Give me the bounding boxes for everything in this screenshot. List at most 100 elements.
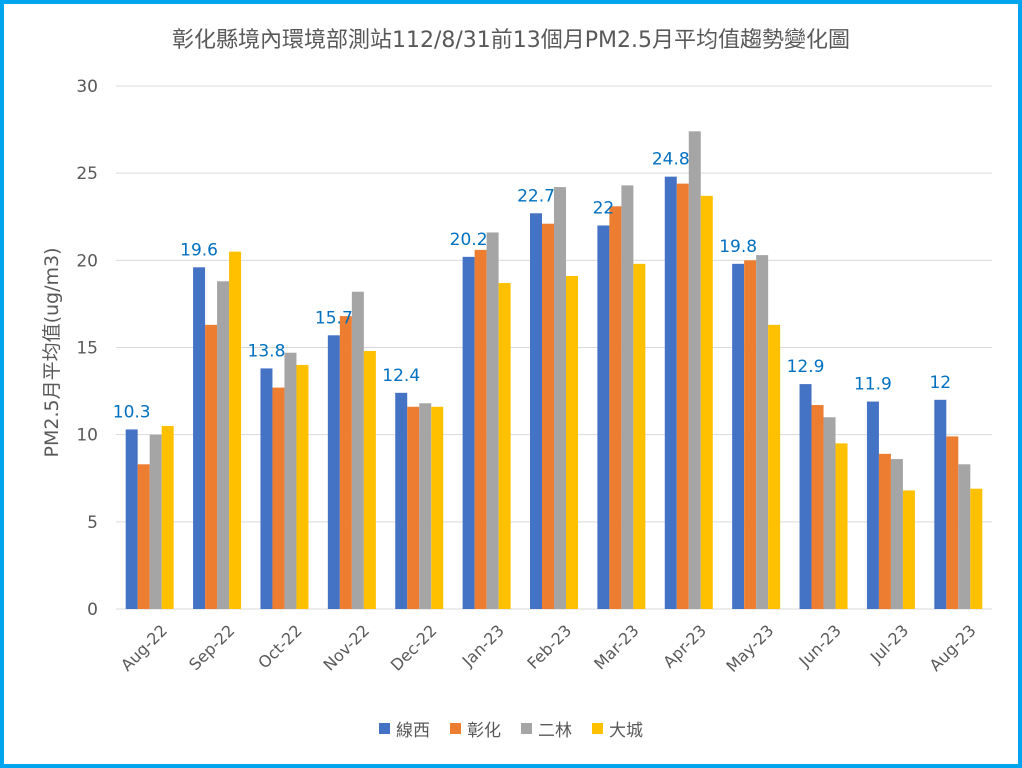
x-tick-label: Aug-22 [117,621,171,675]
bar [296,364,309,609]
bar [149,434,162,609]
bar [946,436,959,609]
bar [125,429,138,609]
bar [823,417,836,609]
x-tick-label: Feb-23 [523,621,575,673]
x-tick-label: Sep-22 [185,621,238,674]
bar [327,335,340,609]
bar [676,183,689,610]
data-label: 15.7 [315,308,353,328]
bars [125,131,983,610]
bar [407,406,420,609]
y-tick-label: 20 [76,251,98,271]
bar [419,403,432,609]
legend-swatch [379,723,390,734]
bar [431,406,444,609]
bar [542,223,554,609]
bar [205,324,218,609]
x-tick-label: Jan-23 [458,621,508,671]
legend-swatch [592,723,603,734]
x-tick-label: Aug-23 [926,621,980,675]
y-axis-ticks: 0 5 10 15 20 25 30 [76,77,98,620]
bar [902,490,915,609]
bar [462,256,475,609]
bar [363,350,376,609]
bar [351,291,364,609]
bar [835,443,848,609]
legend: 線西 彰化 二林 大城 [0,716,1022,741]
legend-item: 二林 [521,716,572,741]
x-tick-label: Jun-23 [795,621,845,671]
data-label: 19.6 [180,240,218,260]
bar [866,401,879,609]
legend-item: 彰化 [450,716,501,741]
data-label: 13.8 [248,341,286,361]
legend-label: 彰化 [467,721,501,741]
bar [566,276,578,609]
bar [260,368,273,609]
data-label: 20.2 [450,230,488,250]
bar [474,249,487,609]
data-label: 12.9 [787,357,825,377]
bar [934,399,947,609]
legend-item: 線西 [379,716,430,741]
x-tick-label: Dec-22 [387,621,441,675]
bar [768,324,781,609]
bar [137,464,150,609]
x-tick-label: Mar-23 [590,621,643,674]
bar [486,232,499,609]
bar [811,405,824,609]
bar [193,267,206,609]
x-tick-label: May-23 [722,621,777,676]
x-tick-label: Oct-22 [254,621,305,672]
legend-label: 二林 [538,721,572,741]
data-label: 22 [593,198,615,218]
chart-title: 彰化縣境內環境部測站112/8/31前13個月PM2.5月平均值趨勢變化圖 [171,28,851,53]
bar [756,255,769,609]
legend-label: 大城 [609,721,643,741]
bar [395,392,408,609]
bar [554,187,566,609]
bar [732,263,745,609]
bar [621,185,634,609]
x-axis-labels: Aug-22 Sep-22 Oct-22 Nov-22 Dec-22 Jan-23 Feb-… [117,621,980,676]
bar [498,282,511,609]
y-tick-label: 5 [87,513,98,533]
bar [958,464,971,609]
data-label: 12 [929,373,951,393]
bar [970,488,983,609]
legend-swatch [521,723,532,734]
bar [597,225,610,609]
y-tick-label: 15 [76,339,98,359]
legend-item: 大城 [592,716,643,741]
bar [744,260,757,609]
bar [878,453,891,609]
data-label: 19.8 [719,237,757,257]
bar [284,352,297,609]
bar [633,263,646,609]
bar [688,131,701,609]
bar [700,195,713,609]
bar [609,206,622,610]
bar [664,176,677,610]
bar [339,316,352,609]
data-label: 24.8 [652,150,690,170]
data-label: 11.9 [854,375,892,395]
y-tick-label: 25 [76,164,98,184]
bar [217,281,230,609]
y-tick-label: 10 [76,426,98,446]
bar [161,425,174,609]
bar [229,251,242,609]
x-tick-label: Apr-23 [659,621,710,672]
bar [272,387,285,609]
bar [799,384,812,609]
data-label: 10.3 [113,402,151,422]
bar [530,213,542,609]
data-label: 22.7 [517,186,555,206]
x-tick-label: Nov-22 [319,621,373,675]
x-tick-label: Jul-23 [866,621,912,667]
data-labels: 10.3 19.6 13.8 15.7 12.4 20.2 22.7 22 24.8 19.8 12… [113,150,951,423]
legend-label: 線西 [396,721,430,741]
